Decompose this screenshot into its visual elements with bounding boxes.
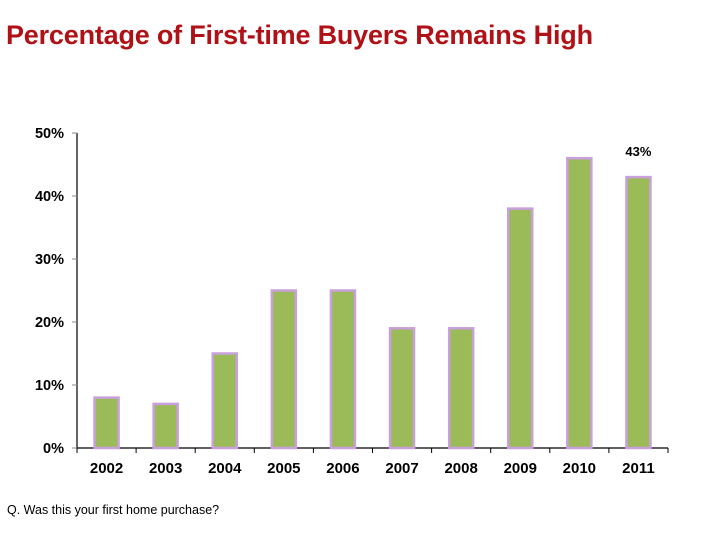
data-labels: 43% [625,144,651,159]
x-tick-label: 2009 [504,460,537,477]
bar-2004 [211,352,238,450]
y-axis: 0% 10% 20% 30% 40% 50% [35,126,78,457]
y-tick-label: 20% [35,315,64,331]
x-tick-label: 2011 [622,460,655,477]
x-tick-label: 2010 [563,460,596,477]
y-tick-label: 30% [35,252,64,268]
bar-2008 [447,327,475,450]
y-tick-label: 40% [35,189,64,205]
data-label: 43% [625,144,651,159]
x-axis: 2002 2003 2004 2005 2006 2007 2008 2009 2010 2011 [76,447,669,477]
x-tick-label: 2007 [385,460,418,477]
bar-2009 [507,207,534,450]
bar-2003 [152,402,179,450]
bar-2002 [93,396,120,450]
bar-2007 [388,327,416,450]
bar-2011 [625,175,652,450]
x-tick-label: 2004 [208,460,242,477]
x-tick-label: 2002 [90,460,123,477]
x-tick-label: 2006 [326,460,359,477]
x-tick-label: 2008 [444,460,477,477]
bar-2005 [270,289,298,450]
y-tick-label: 50% [35,126,64,142]
survey-question-footnote: Q. Was this your first home purchase? [7,503,220,517]
x-tick-label: 2003 [149,460,182,477]
bar-2006 [329,289,357,450]
bar-2010 [566,156,593,450]
bar-series [93,156,652,450]
y-tick-label: 0% [43,441,64,457]
x-tick-label: 2005 [267,460,300,477]
chart-title: Percentage of First-time Buyers Remains … [6,20,593,50]
y-tick-label: 10% [35,378,64,394]
